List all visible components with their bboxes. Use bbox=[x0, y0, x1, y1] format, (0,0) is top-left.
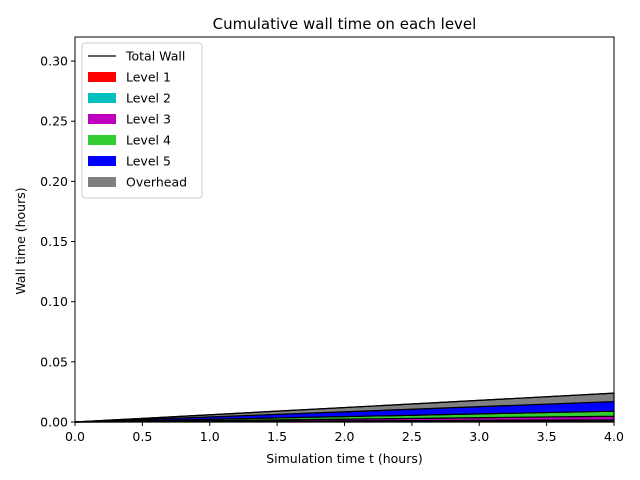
x-tick-label: 3.0 bbox=[469, 429, 489, 444]
legend-swatch-overhead bbox=[88, 177, 116, 187]
y-tick-label: 0.00 bbox=[40, 415, 68, 430]
y-tick-label: 0.15 bbox=[40, 234, 68, 249]
legend-swatch-level-1 bbox=[88, 72, 116, 82]
x-tick-label: 3.5 bbox=[537, 429, 557, 444]
y-tick-label: 0.20 bbox=[40, 174, 68, 189]
x-axis: 0.0 0.5 1.0 1.5 2.0 2.5 3.0 3.5 4.0 bbox=[65, 422, 624, 444]
x-tick-label: 0.5 bbox=[132, 429, 152, 444]
x-axis-label: Simulation time t (hours) bbox=[266, 451, 423, 466]
legend-label-overhead: Overhead bbox=[126, 175, 187, 190]
y-tick-label: 0.30 bbox=[40, 54, 68, 69]
legend: Total Wall Level 1 Level 2 Level 3 Level 4 Le… bbox=[81, 42, 203, 199]
y-axis: 0.00 0.05 0.10 0.15 0.20 0.25 0.30 bbox=[40, 54, 75, 430]
line-total-wall bbox=[74, 392, 615, 423]
x-tick-label: 4.0 bbox=[604, 429, 624, 444]
x-tick-label: 1.5 bbox=[267, 429, 287, 444]
y-tick-label: 0.10 bbox=[40, 294, 68, 309]
chart-title: Cumulative wall time on each level bbox=[213, 15, 477, 33]
legend-swatch-level-2 bbox=[88, 93, 116, 103]
y-tick-label: 0.05 bbox=[40, 354, 68, 369]
legend-label-level-2: Level 2 bbox=[126, 91, 171, 106]
x-tick-label: 2.5 bbox=[402, 429, 422, 444]
x-tick-label: 1.0 bbox=[200, 429, 220, 444]
legend-swatch-level-5 bbox=[88, 156, 116, 166]
y-axis-label: Wall time (hours) bbox=[13, 187, 28, 294]
plot-area bbox=[74, 392, 615, 423]
x-tick-label: 0.0 bbox=[65, 429, 85, 444]
legend-label-level-3: Level 3 bbox=[126, 112, 171, 127]
legend-label-level-4: Level 4 bbox=[126, 133, 171, 148]
x-tick-label: 2.0 bbox=[335, 429, 355, 444]
legend-label-total-wall: Total Wall bbox=[125, 49, 185, 64]
legend-label-level-1: Level 1 bbox=[126, 70, 171, 85]
legend-swatch-level-3 bbox=[88, 114, 116, 124]
legend-label-level-5: Level 5 bbox=[126, 154, 171, 169]
y-tick-label: 0.25 bbox=[40, 114, 68, 129]
legend-swatch-level-4 bbox=[88, 135, 116, 145]
